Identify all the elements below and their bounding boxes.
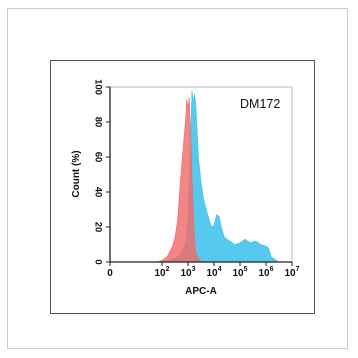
y-tick-label: 100 — [92, 79, 103, 95]
y-tick-label: 60 — [92, 152, 103, 163]
x-tick-label: 0 — [107, 268, 113, 279]
histogram-series-1 — [110, 90, 292, 263]
x-tick-label: 106 — [258, 266, 273, 279]
y-tick-label: 80 — [92, 117, 103, 128]
x-tick-label: 104 — [206, 266, 221, 279]
series-layer — [110, 90, 292, 263]
x-tick-label: 103 — [180, 266, 195, 279]
y-tick-layer: 0 20 40 60 80 100 — [92, 79, 110, 265]
x-axis-label: APC-A — [185, 286, 217, 297]
x-tick-label: 105 — [232, 266, 247, 279]
x-tick-label: 102 — [154, 266, 169, 279]
x-tick-layer: 0 102 103 104 105 106 107 — [107, 262, 300, 279]
chart-title: DM172 — [240, 97, 280, 111]
x-tick-label: 107 — [284, 266, 299, 279]
axis-layer — [109, 86, 293, 263]
y-tick-label: 20 — [92, 222, 103, 233]
y-tick-label: 40 — [92, 187, 103, 198]
histogram-series-2 — [110, 97, 292, 263]
y-axis-label: Count (%) — [71, 150, 82, 197]
y-tick-label: 0 — [92, 259, 103, 264]
